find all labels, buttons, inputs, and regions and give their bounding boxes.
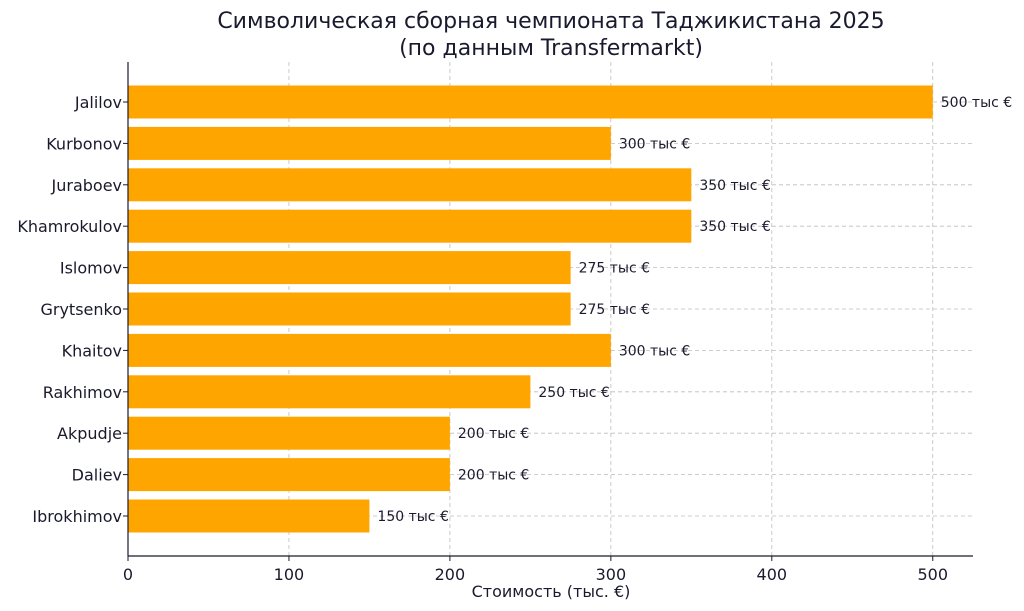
x-tick-label: 300	[596, 565, 627, 584]
bar-akpudje	[128, 416, 450, 450]
data-label: 350 тыс €	[699, 219, 770, 235]
data-labels: 500 тыс € 300 тыс € 350 тыс € 350 тыс € 275 …	[377, 95, 1012, 525]
bar-kurbonov	[128, 126, 611, 160]
bar-grytsenko	[128, 292, 571, 326]
bar-islomov	[128, 251, 571, 285]
bar-daliev	[128, 458, 450, 492]
bars	[128, 85, 933, 533]
data-label: 500 тыс €	[941, 95, 1012, 111]
data-label: 200 тыс €	[458, 468, 529, 484]
data-label: 250 тыс €	[538, 385, 609, 401]
y-tick-label: Daliev	[72, 466, 122, 485]
y-tick-label: Akpudje	[57, 424, 122, 443]
data-label: 200 тыс €	[458, 426, 529, 442]
bar-khamrokulov	[128, 209, 692, 243]
chart-subtitle: (по данным Transfermarkt)	[399, 36, 703, 61]
y-tick-label: Grytsenko	[40, 300, 122, 319]
x-tick-label: 500	[917, 565, 948, 584]
data-label: 150 тыс €	[377, 509, 448, 525]
y-tick-label: Khamrokulov	[17, 217, 122, 236]
y-tick-label: Rakhimov	[43, 383, 122, 402]
y-tick-label: Kurbonov	[46, 134, 122, 153]
data-label: 275 тыс €	[579, 302, 650, 318]
y-tick-label: Khaitov	[62, 341, 122, 360]
chart-title: Символическая сборная чемпионата Таджики…	[217, 9, 884, 34]
x-axis-title: Стоимость (тыс. €)	[472, 582, 631, 601]
y-tick-label: Jalilov	[74, 93, 122, 112]
x-tick-label: 400	[757, 565, 788, 584]
bar-jalilov	[128, 85, 933, 119]
y-tick-label: Juraboev	[51, 176, 123, 195]
x-tick-label: 100	[274, 565, 305, 584]
x-tick-label: 0	[123, 565, 133, 584]
y-tick-label: Ibrokhimov	[32, 507, 122, 526]
y-tick-label: Islomov	[60, 259, 122, 278]
bar-ibrokhimov	[128, 499, 370, 533]
data-label: 300 тыс €	[619, 343, 690, 359]
x-tick-labels: 0 100 200 300 400 500	[123, 556, 948, 584]
data-label: 275 тыс €	[579, 261, 650, 277]
bar-rakhimov	[128, 375, 531, 409]
data-label: 300 тыс €	[619, 136, 690, 152]
bar-khaitov	[128, 333, 611, 367]
y-tick-labels: Jalilov Kurbonov Juraboev Khamrokulov Islomo…	[17, 93, 128, 526]
data-label: 350 тыс €	[699, 178, 770, 194]
x-tick-label: 200	[435, 565, 466, 584]
bar-juraboev	[128, 168, 692, 202]
